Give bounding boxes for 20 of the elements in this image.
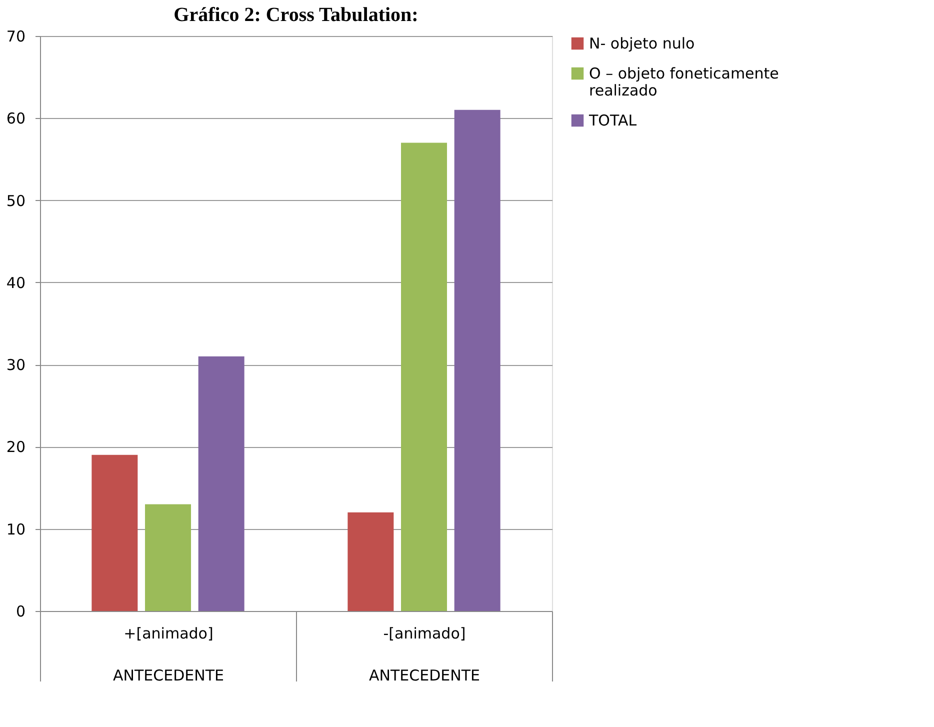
chart-title: Gráfico 2: Cross Tabulation: (174, 4, 418, 26)
y-tick-label: 70 (6, 28, 26, 46)
bar (92, 454, 138, 611)
bar (145, 504, 191, 611)
legend-label: TOTAL (588, 112, 638, 130)
y-tick-label: 0 (16, 602, 26, 620)
bar (401, 142, 447, 611)
y-tick-label: 30 (6, 356, 26, 374)
y-tick-label: 50 (6, 192, 26, 210)
y-tick-label: 20 (6, 438, 26, 456)
bar (198, 356, 244, 611)
bar (454, 110, 500, 611)
category-label: -[animado] ANTECEDENTE (369, 624, 480, 684)
y-tick-label: 60 (6, 110, 26, 128)
legend-label: N- objeto nulo (589, 34, 695, 52)
legend-label: O – objeto foneticamente realizado (589, 64, 779, 100)
y-tick-label: 40 (6, 274, 26, 292)
bar (348, 512, 394, 611)
category-label: +[animado] ANTECEDENTE (113, 624, 224, 684)
y-tick-label: 10 (6, 520, 26, 538)
